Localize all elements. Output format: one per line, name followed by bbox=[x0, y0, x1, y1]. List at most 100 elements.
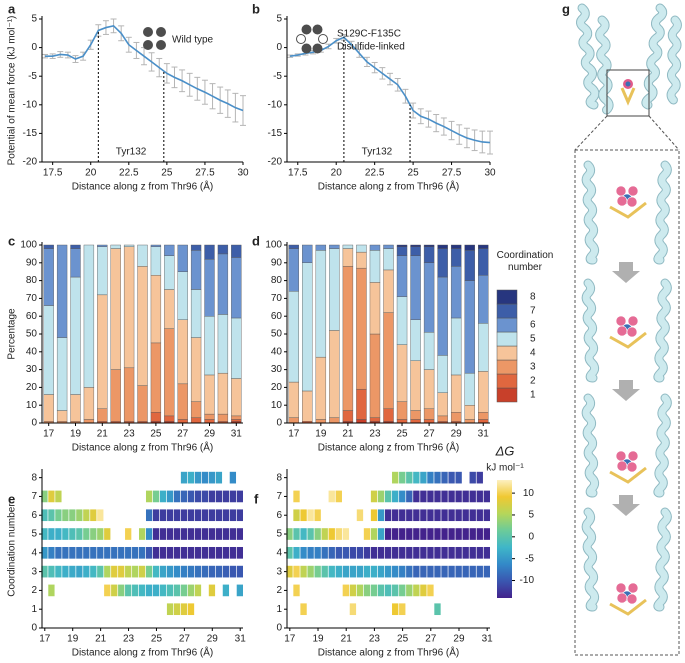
bar-segment bbox=[150, 412, 162, 422]
heat-cell bbox=[166, 528, 174, 540]
bar-segment bbox=[177, 419, 188, 424]
bar-segment bbox=[423, 408, 435, 420]
y-tick-label: 6 bbox=[31, 510, 37, 521]
heat-cell bbox=[392, 509, 399, 522]
heat-cell bbox=[434, 490, 441, 503]
bar-segment bbox=[164, 255, 175, 290]
heat-cell bbox=[377, 528, 385, 540]
bar-segment bbox=[177, 383, 188, 420]
heat-cell bbox=[406, 565, 413, 578]
bar-segment bbox=[369, 333, 381, 418]
y-tick-label: 7 bbox=[31, 491, 37, 502]
heat-cell bbox=[441, 490, 448, 503]
bar-segment bbox=[423, 332, 435, 370]
bar-segment bbox=[204, 419, 215, 424]
heat-cell bbox=[399, 471, 406, 484]
legend-label: 6 bbox=[530, 320, 536, 331]
y-tick-label: 0 bbox=[31, 418, 37, 429]
bar-segment bbox=[164, 328, 175, 417]
heat-cell bbox=[455, 509, 462, 522]
bar-segment bbox=[70, 248, 81, 278]
bar-segment bbox=[464, 280, 475, 374]
y-tick-label: -10 bbox=[268, 99, 283, 110]
heat-cell bbox=[187, 509, 195, 522]
heat-cell bbox=[462, 546, 469, 559]
bar-segment bbox=[356, 267, 367, 390]
heat-cell bbox=[180, 490, 188, 503]
heat-cell bbox=[455, 565, 462, 578]
heat-cell bbox=[90, 509, 97, 522]
bar-segment bbox=[83, 419, 95, 424]
heat-cell bbox=[222, 490, 230, 503]
y-tick-label: -15 bbox=[23, 128, 38, 139]
x-tick-label: 19 bbox=[70, 429, 82, 440]
ion bbox=[626, 196, 638, 208]
heat-cell bbox=[455, 528, 462, 540]
heat-cell bbox=[483, 546, 490, 559]
x-axis-title: Distance along z from Thr96 (Å) bbox=[72, 180, 214, 193]
heat-cell bbox=[406, 471, 413, 484]
icon bbox=[312, 43, 323, 54]
legend-label: 4 bbox=[530, 348, 536, 359]
y-tick-label: -20 bbox=[268, 157, 283, 168]
x-tick-label: 25 bbox=[161, 168, 173, 179]
heat-cell bbox=[427, 528, 434, 540]
y-tick-label: -5 bbox=[273, 71, 282, 82]
heat-cell bbox=[413, 546, 420, 559]
heat-cell bbox=[118, 584, 125, 597]
bar-segment bbox=[396, 344, 408, 402]
heat-cell bbox=[392, 565, 399, 578]
heat-cell bbox=[427, 490, 434, 503]
bar-segment bbox=[356, 388, 367, 420]
heat-cell bbox=[377, 509, 385, 522]
colorbar-tick-label: -10 bbox=[520, 575, 535, 586]
y-tick-label: 70 bbox=[26, 293, 38, 304]
y-tick-label: 20 bbox=[26, 382, 38, 393]
bar-segment bbox=[123, 246, 135, 369]
heat-cell bbox=[152, 565, 160, 578]
heat-cell bbox=[293, 490, 300, 503]
bar-segment bbox=[437, 415, 448, 422]
heat-cell bbox=[356, 584, 364, 597]
heat-cell bbox=[370, 584, 378, 597]
heat-cell bbox=[483, 509, 490, 522]
heat-cell bbox=[441, 509, 448, 522]
icon bbox=[143, 27, 153, 37]
annotation: Tyr132 bbox=[116, 147, 147, 158]
ion bbox=[626, 461, 638, 473]
y-tick-label: 80 bbox=[271, 275, 283, 286]
heat-cell bbox=[208, 471, 216, 484]
heat-cell bbox=[427, 509, 434, 522]
y-tick-label: 10 bbox=[271, 400, 283, 411]
heat-cell bbox=[166, 509, 174, 522]
legend-label: 8 bbox=[530, 292, 536, 303]
heat-cell bbox=[187, 565, 195, 578]
y-axis-title: Coordination number bbox=[7, 503, 18, 597]
heat-cell bbox=[208, 490, 216, 503]
heat-cell bbox=[434, 565, 441, 578]
ligand bbox=[620, 87, 636, 106]
heat-cell bbox=[145, 584, 153, 597]
helix bbox=[654, 508, 671, 611]
heat-cell bbox=[293, 509, 300, 522]
heat-cell bbox=[173, 546, 181, 559]
heat-cell bbox=[180, 584, 188, 597]
bar-segment bbox=[150, 246, 162, 276]
heat-cell bbox=[356, 565, 364, 578]
heat-cell bbox=[427, 471, 434, 484]
heat-cell bbox=[132, 565, 139, 578]
bar-segment bbox=[450, 317, 462, 376]
bar-segment bbox=[302, 244, 313, 263]
y-tick-label: 60 bbox=[271, 311, 283, 322]
bar-segment bbox=[110, 248, 121, 370]
heat-cell bbox=[399, 546, 406, 559]
heat-cell bbox=[469, 509, 476, 522]
heat-cell bbox=[483, 528, 490, 540]
heat-cell bbox=[328, 490, 335, 503]
bar-segment bbox=[329, 330, 340, 418]
heat-cell bbox=[55, 528, 62, 540]
bar-segment bbox=[356, 419, 367, 424]
y-tick-label: 5 bbox=[31, 529, 37, 540]
x-tick-label: 23 bbox=[124, 429, 136, 440]
